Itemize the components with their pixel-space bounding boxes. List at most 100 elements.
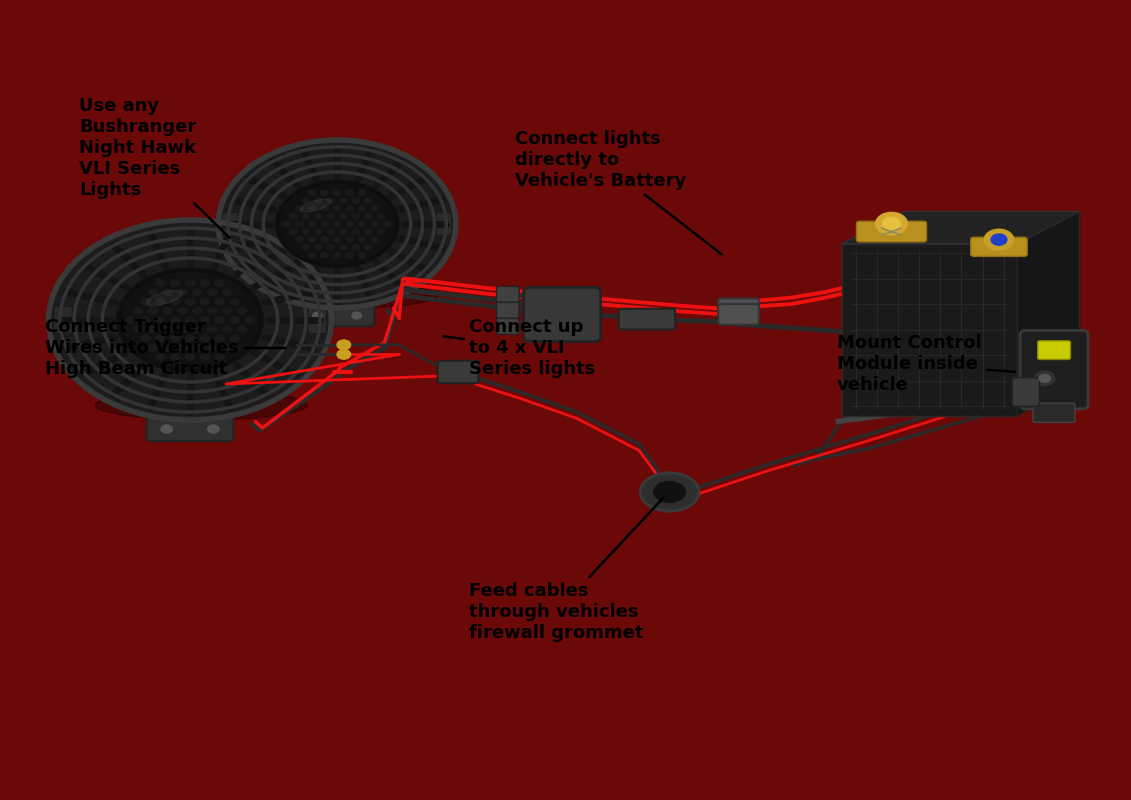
Circle shape <box>339 214 347 219</box>
Circle shape <box>208 425 219 433</box>
Circle shape <box>309 252 316 258</box>
Circle shape <box>352 214 360 219</box>
Circle shape <box>156 317 165 323</box>
Circle shape <box>215 317 224 323</box>
Circle shape <box>339 245 347 250</box>
Circle shape <box>296 206 303 211</box>
Text: Use any
Bushranger
Night Hawk
VLI Series
Lights: Use any Bushranger Night Hawk VLI Series… <box>79 98 230 238</box>
Circle shape <box>200 317 209 323</box>
Circle shape <box>208 345 217 351</box>
FancyBboxPatch shape <box>497 286 519 302</box>
Circle shape <box>223 307 232 314</box>
Circle shape <box>171 335 180 342</box>
Circle shape <box>215 335 224 342</box>
Circle shape <box>156 298 165 305</box>
Circle shape <box>163 289 172 295</box>
Circle shape <box>346 252 353 258</box>
Text: Connect lights
directly to
Vehicle's Battery: Connect lights directly to Vehicle's Bat… <box>515 130 722 254</box>
Circle shape <box>309 190 316 196</box>
Circle shape <box>296 237 303 242</box>
Circle shape <box>377 214 385 219</box>
Circle shape <box>200 354 209 360</box>
Circle shape <box>364 214 372 219</box>
Circle shape <box>302 229 310 234</box>
Circle shape <box>178 307 187 314</box>
Circle shape <box>321 252 328 258</box>
Circle shape <box>275 180 399 268</box>
Circle shape <box>309 222 316 226</box>
FancyBboxPatch shape <box>1012 378 1039 406</box>
Circle shape <box>371 206 378 211</box>
Circle shape <box>230 335 239 342</box>
Circle shape <box>337 340 351 350</box>
FancyBboxPatch shape <box>856 221 926 242</box>
Circle shape <box>359 252 365 258</box>
Circle shape <box>200 298 209 305</box>
FancyBboxPatch shape <box>497 302 519 318</box>
Circle shape <box>334 237 340 242</box>
Circle shape <box>346 190 353 196</box>
Circle shape <box>156 354 165 360</box>
FancyBboxPatch shape <box>718 298 759 319</box>
Circle shape <box>133 326 143 333</box>
Circle shape <box>339 229 347 234</box>
Circle shape <box>223 289 232 295</box>
Circle shape <box>208 307 217 314</box>
Circle shape <box>148 307 157 314</box>
Circle shape <box>171 317 180 323</box>
Circle shape <box>185 317 195 323</box>
Circle shape <box>314 245 322 250</box>
Circle shape <box>185 354 195 360</box>
Circle shape <box>991 234 1007 245</box>
Circle shape <box>185 335 195 342</box>
Circle shape <box>359 206 365 211</box>
Circle shape <box>352 245 360 250</box>
Circle shape <box>321 237 328 242</box>
FancyBboxPatch shape <box>1033 403 1074 422</box>
Circle shape <box>163 307 172 314</box>
Circle shape <box>193 345 202 351</box>
Circle shape <box>1035 371 1055 386</box>
Circle shape <box>321 190 328 196</box>
Circle shape <box>334 222 340 226</box>
Circle shape <box>327 229 335 234</box>
Circle shape <box>284 222 291 226</box>
Circle shape <box>156 335 165 342</box>
Circle shape <box>178 289 187 295</box>
Circle shape <box>200 335 209 342</box>
Circle shape <box>334 190 340 196</box>
Circle shape <box>148 289 157 295</box>
FancyBboxPatch shape <box>147 417 233 442</box>
Circle shape <box>984 230 1013 250</box>
Polygon shape <box>841 211 1079 243</box>
Circle shape <box>334 206 340 211</box>
Circle shape <box>161 425 172 433</box>
Circle shape <box>215 354 224 360</box>
Circle shape <box>141 335 150 342</box>
Circle shape <box>171 280 180 286</box>
Circle shape <box>49 220 331 420</box>
Circle shape <box>141 298 150 305</box>
Circle shape <box>244 317 253 323</box>
Polygon shape <box>836 388 1086 424</box>
Circle shape <box>218 140 456 308</box>
Circle shape <box>178 345 187 351</box>
Circle shape <box>200 280 209 286</box>
Circle shape <box>346 206 353 211</box>
Circle shape <box>309 206 316 211</box>
Circle shape <box>290 214 297 219</box>
Circle shape <box>193 326 202 333</box>
Circle shape <box>171 298 180 305</box>
FancyBboxPatch shape <box>718 304 759 325</box>
Circle shape <box>290 229 297 234</box>
Circle shape <box>185 280 195 286</box>
Circle shape <box>156 280 165 286</box>
FancyBboxPatch shape <box>841 243 1017 416</box>
Circle shape <box>352 312 362 319</box>
FancyBboxPatch shape <box>308 306 327 334</box>
Circle shape <box>352 198 360 203</box>
Ellipse shape <box>301 199 331 212</box>
Circle shape <box>133 307 143 314</box>
Circle shape <box>215 280 224 286</box>
Circle shape <box>346 222 353 226</box>
